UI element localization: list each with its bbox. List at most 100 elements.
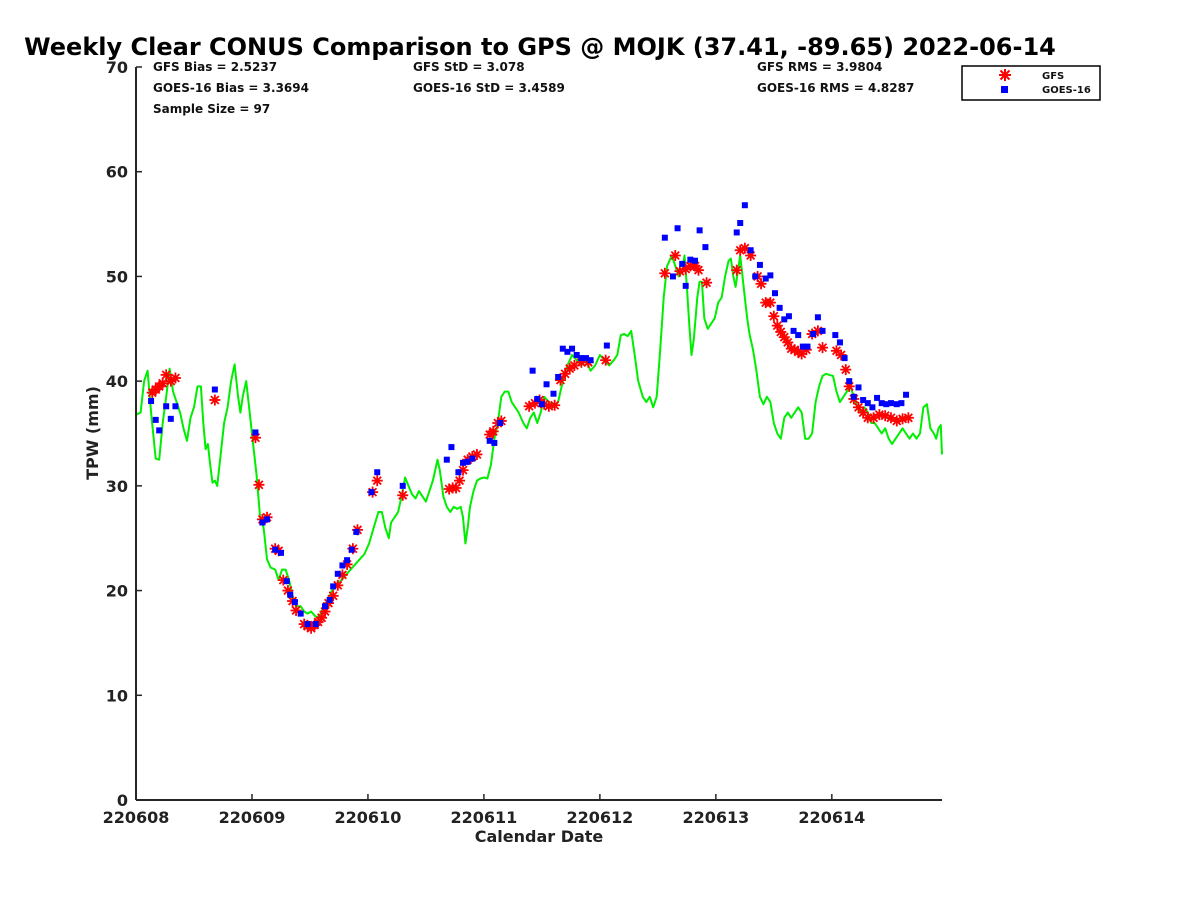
goes16-point bbox=[334, 570, 341, 577]
goes16-point bbox=[312, 621, 319, 628]
y-tick-label: 20 bbox=[106, 582, 128, 601]
gfs-series bbox=[146, 242, 914, 634]
goes16-point bbox=[582, 355, 589, 362]
goes16-point bbox=[291, 599, 298, 606]
gfs-point bbox=[731, 264, 743, 276]
goes16-point bbox=[211, 386, 218, 393]
goes16-point bbox=[550, 390, 557, 397]
y-tick-label: 60 bbox=[106, 163, 128, 182]
gfs-point bbox=[817, 342, 829, 354]
goes16-point bbox=[772, 290, 779, 297]
goes16-point bbox=[869, 404, 876, 411]
goes16-point bbox=[322, 603, 329, 610]
goes16-point bbox=[747, 247, 754, 254]
x-tick-label: 220608 bbox=[103, 808, 170, 827]
goes16-point bbox=[762, 275, 769, 282]
goes16-point bbox=[543, 381, 550, 388]
x-tick-label: 220609 bbox=[219, 808, 286, 827]
goes16-point bbox=[148, 398, 155, 405]
x-tick-label: 220613 bbox=[682, 808, 749, 827]
goes16-series bbox=[148, 202, 910, 628]
goes16-point bbox=[776, 304, 783, 311]
goes16-point bbox=[850, 393, 857, 400]
goes16-point bbox=[464, 458, 471, 465]
goes16-point bbox=[864, 400, 871, 407]
gps-line bbox=[135, 254, 943, 618]
gfs-point bbox=[835, 349, 847, 361]
goes16-point bbox=[455, 469, 462, 476]
goes16-point bbox=[529, 367, 536, 374]
y-tick-label: 40 bbox=[106, 372, 128, 391]
y-tick-label: 10 bbox=[106, 686, 128, 705]
goes16-point bbox=[752, 273, 759, 280]
x-axis-label: Calendar Date bbox=[475, 827, 604, 846]
goes16-point bbox=[903, 391, 910, 398]
goes16-point bbox=[893, 401, 900, 408]
goes16-point bbox=[696, 227, 703, 234]
gfs-point bbox=[902, 412, 914, 424]
goes16-point bbox=[810, 331, 817, 338]
goes16-point bbox=[259, 519, 266, 526]
goes16-point bbox=[448, 444, 455, 451]
goes16-point bbox=[330, 583, 337, 590]
gfs-point bbox=[487, 425, 499, 437]
goes16-point bbox=[339, 562, 346, 569]
goes16-point bbox=[469, 455, 476, 462]
gfs-point bbox=[397, 489, 409, 501]
gfs-point bbox=[371, 475, 383, 487]
stat-sample-size: Sample Size = 97 bbox=[153, 102, 270, 116]
goes16-point bbox=[741, 202, 748, 209]
goes16-point bbox=[887, 400, 894, 407]
goes16-point bbox=[874, 394, 881, 401]
goes16-point bbox=[860, 396, 867, 403]
goes16-point bbox=[603, 342, 610, 349]
gfs-point bbox=[659, 267, 671, 279]
goes16-point bbox=[756, 261, 763, 268]
goes16-point bbox=[804, 343, 811, 350]
legend-box bbox=[961, 65, 1101, 101]
goes16-point bbox=[353, 528, 360, 535]
goes16-point bbox=[702, 244, 709, 251]
chart-title: Weekly Clear CONUS Comparison to GPS @ M… bbox=[24, 33, 1056, 61]
goes16-point bbox=[573, 351, 580, 358]
goes16-point bbox=[841, 355, 848, 362]
goes16-point bbox=[156, 427, 163, 434]
goes16-point bbox=[374, 469, 381, 476]
goes16-point bbox=[264, 516, 271, 523]
goes16-point bbox=[555, 373, 562, 380]
goes16-point bbox=[491, 439, 498, 446]
goes16-point bbox=[283, 578, 290, 585]
goes16-point bbox=[733, 229, 740, 236]
goes16-point bbox=[399, 482, 406, 489]
goes16-point bbox=[661, 234, 668, 241]
gfs-point bbox=[549, 399, 561, 411]
gps-series bbox=[135, 254, 943, 618]
legend-goes-label: GOES-16 bbox=[1042, 85, 1091, 96]
goes16-point bbox=[287, 591, 294, 598]
gfs-point bbox=[160, 369, 172, 381]
gfs-point bbox=[600, 354, 612, 366]
x-tick-label: 220611 bbox=[451, 808, 518, 827]
goes16-point bbox=[564, 348, 571, 355]
gfs-point bbox=[209, 394, 221, 406]
y-tick-label: 50 bbox=[106, 267, 128, 286]
goes16-point bbox=[679, 260, 686, 267]
legend: GFS GOES-16 bbox=[961, 65, 1101, 101]
goes16-point bbox=[344, 557, 351, 564]
gfs-point bbox=[157, 377, 169, 389]
goes16-point bbox=[534, 395, 541, 402]
y-tick-label: 30 bbox=[106, 477, 128, 496]
goes16-point bbox=[172, 403, 179, 410]
goes16-point bbox=[691, 257, 698, 264]
goes16-point bbox=[326, 596, 333, 603]
goes16-point bbox=[855, 384, 862, 391]
legend-goes-marker bbox=[1001, 86, 1008, 93]
gfs-point bbox=[764, 297, 776, 309]
goes16-point bbox=[277, 549, 284, 556]
goes16-point bbox=[799, 343, 806, 350]
goes16-point bbox=[460, 459, 467, 466]
stat-goes-rms: GOES-16 RMS = 4.8287 bbox=[757, 81, 914, 95]
goes16-point bbox=[348, 546, 355, 553]
